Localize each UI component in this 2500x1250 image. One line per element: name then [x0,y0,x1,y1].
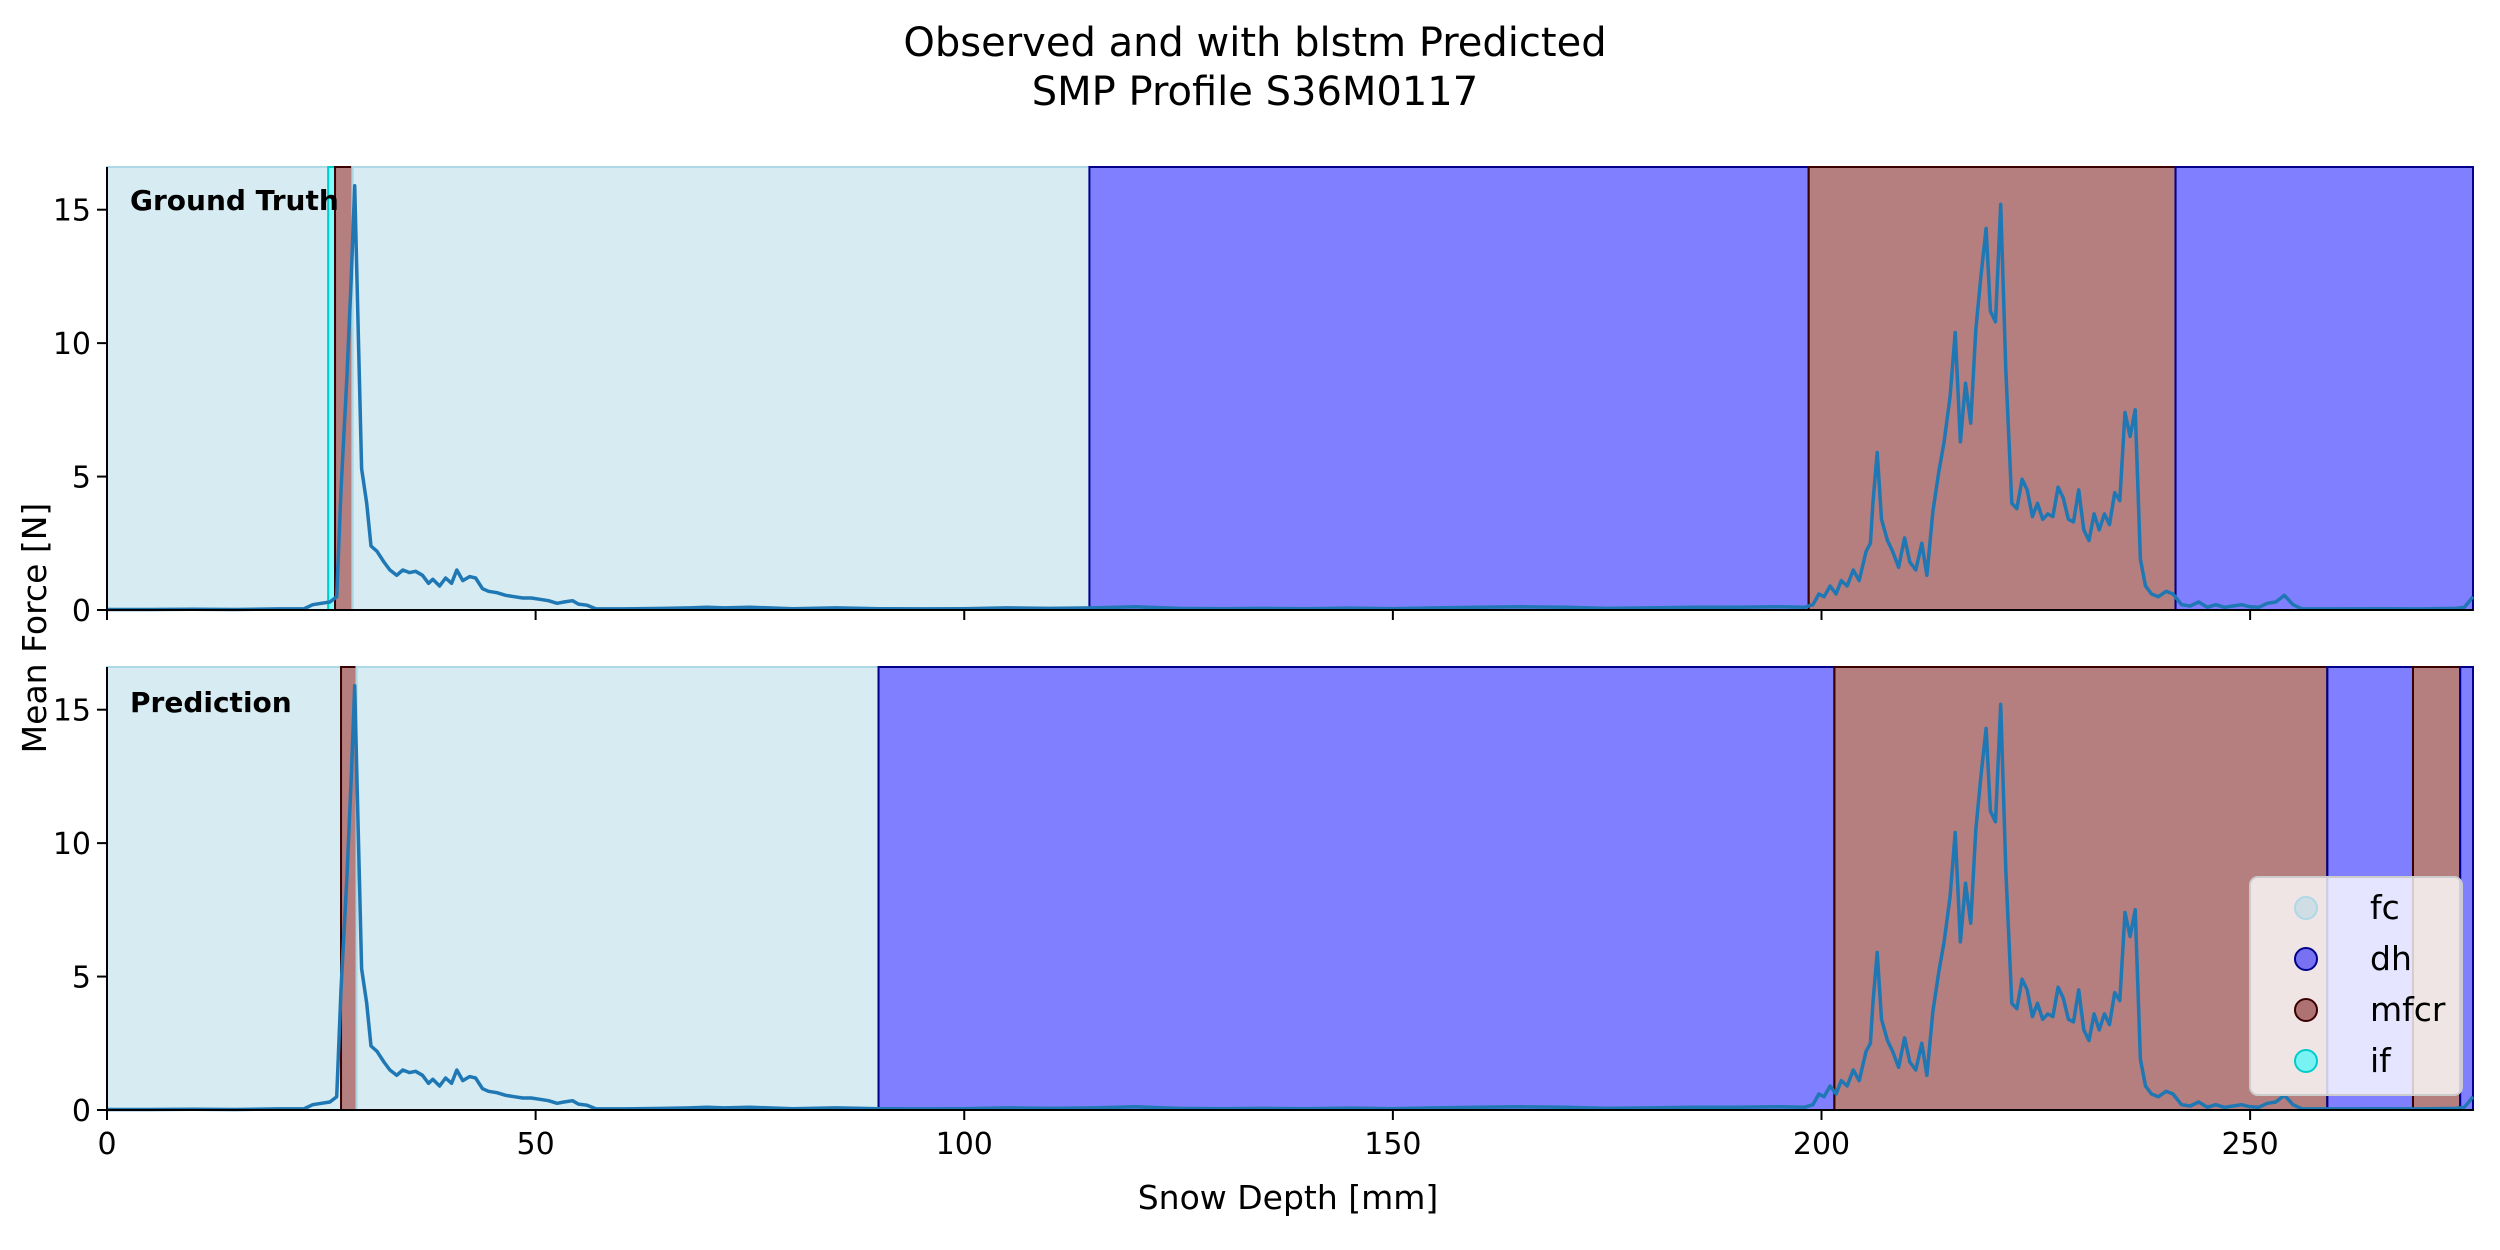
y-tick-label: 5 [72,461,91,496]
prediction-label: Prediction [130,686,292,719]
chart-title-line2: SMP Profile S36M0117 [1032,69,1478,115]
mean-force-line [107,683,2475,1112]
ground-truth-label: Ground Truth [130,184,339,217]
x-axis-label: Snow Depth [mm] [1138,1178,1439,1217]
y-tick-label: 10 [53,827,91,862]
segment-dh [2174,166,2474,611]
y-tick-label: 15 [53,694,91,729]
y-tick-label: 10 [53,327,91,362]
x-tick-label: 250 [2221,1127,2278,1162]
legend-marker-fc [2294,896,2318,920]
segment-fc [106,666,343,1111]
x-tick-label: 50 [517,1127,555,1162]
y-tick-label: 0 [72,1094,91,1129]
legend-marker-if [2294,1049,2318,1073]
y-tick-label: 5 [72,961,91,996]
legend: fc dh mfcr if [2249,876,2463,1096]
segment-fc [355,666,880,1111]
segment-if [327,166,337,611]
y-axis-label: Mean Force [N] [15,503,54,754]
segment-fc [351,166,1091,611]
segment-dh [1088,166,1810,611]
legend-marker-dh [2294,947,2318,971]
mean-force-line [107,183,2475,612]
segment-mfcr [1833,666,2329,1111]
legend-label-mfcr: mfcr [2370,990,2446,1029]
x-tick-label: 200 [1793,1127,1850,1162]
x-tick-label: 100 [936,1127,993,1162]
segment-dh [877,666,1836,1111]
legend-box [2249,876,2463,1096]
legend-marker-mfcr [2294,998,2318,1022]
legend-label-dh: dh [2370,939,2412,978]
x-tick-label: 150 [1364,1127,1421,1162]
ground-truth-panel: 0 5 10 15 Ground Truth [53,166,2475,629]
y-tick-label: 15 [53,194,91,229]
legend-label-if: if [2370,1041,2392,1080]
legend-label-fc: fc [2370,888,2400,927]
chart-title-line1: Observed and with blstm Predicted [903,20,1606,66]
segment-mfcr [1807,166,2177,611]
x-tick-label: 0 [97,1127,116,1162]
segment-fc [106,166,330,611]
y-tick-label: 0 [72,594,91,629]
